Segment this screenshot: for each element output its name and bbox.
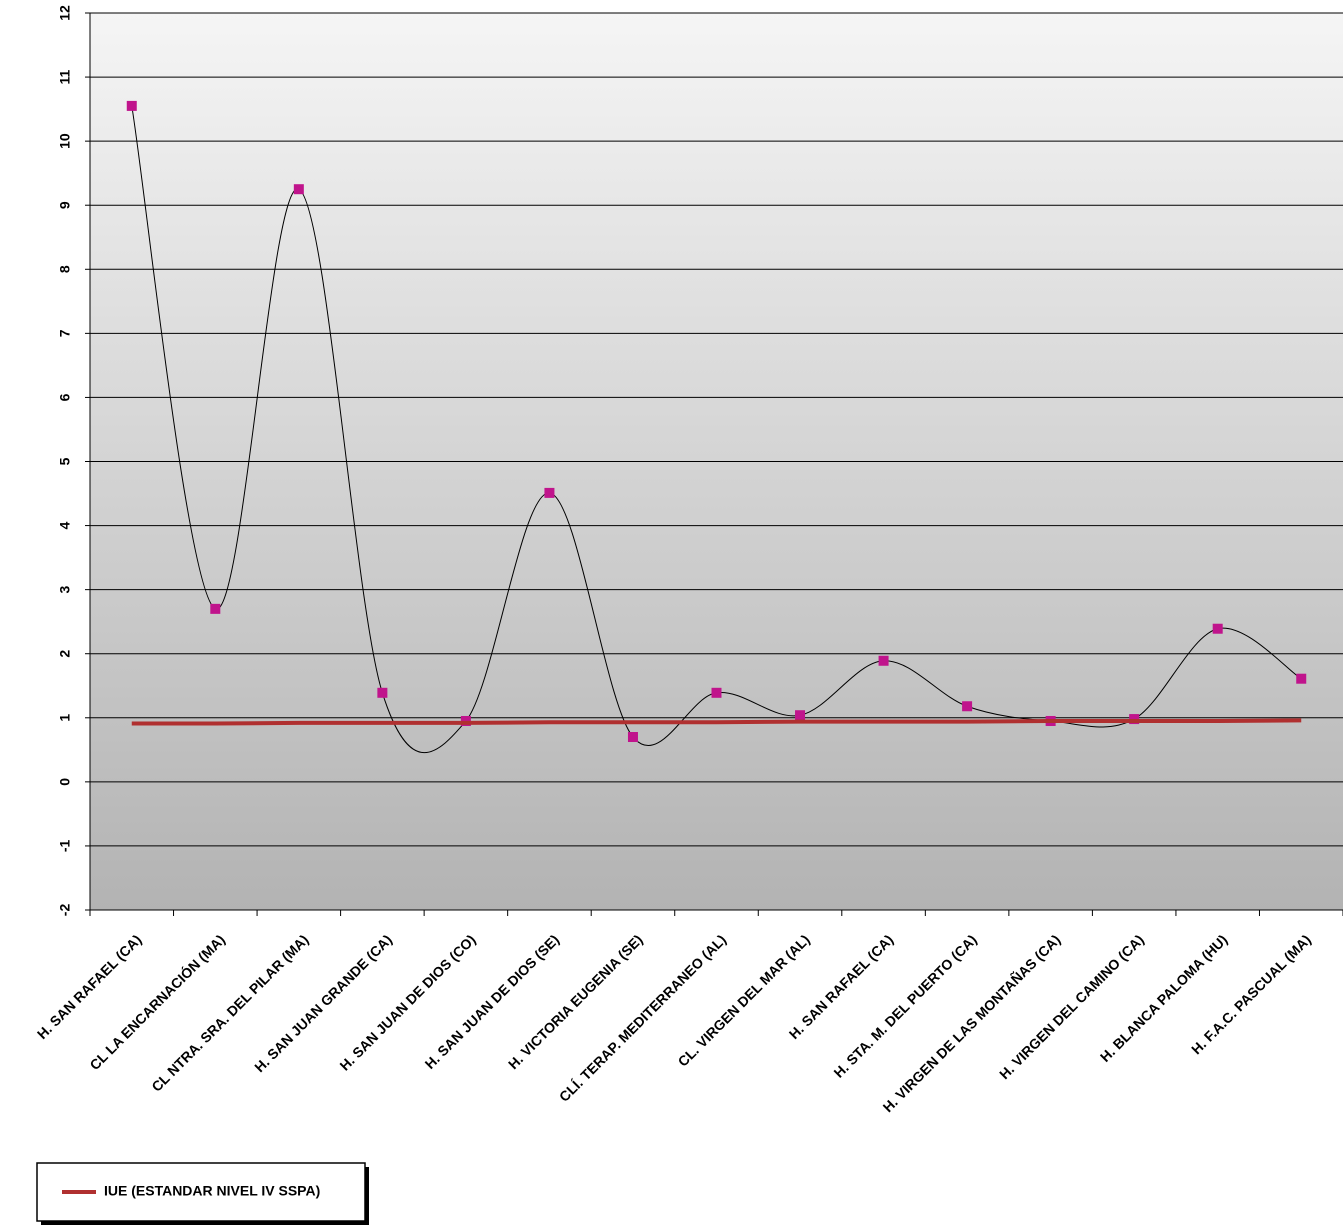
y-tick-label: 8 bbox=[57, 265, 73, 273]
x-tick-label: H. SAN JUAN DE DIOS (SE) bbox=[422, 931, 563, 1072]
y-tick-label: 2 bbox=[57, 650, 73, 658]
x-tick-label: CLÍ. TERAP. MEDITERRANEO (AL) bbox=[556, 931, 729, 1104]
x-tick-label: H. STA. M. DEL PUERTO (CA) bbox=[830, 931, 979, 1080]
series-line bbox=[131, 718, 1302, 726]
y-tick-label: 4 bbox=[57, 521, 73, 529]
x-tick-label: H. SAN JUAN DE DIOS (CO) bbox=[336, 931, 478, 1073]
y-tick-label: 10 bbox=[57, 133, 73, 149]
y-tick-label: -2 bbox=[57, 904, 73, 917]
marker bbox=[1296, 673, 1307, 684]
x-tick-label: H. VICTORIA EUGENIA (SE) bbox=[505, 931, 646, 1072]
marker bbox=[126, 100, 137, 111]
y-tick-label: 5 bbox=[57, 457, 73, 465]
y-tick-label: 11 bbox=[57, 69, 73, 84]
marker bbox=[293, 184, 304, 195]
marker bbox=[711, 687, 722, 698]
y-tick-label: 7 bbox=[57, 329, 73, 337]
marker bbox=[210, 603, 221, 614]
x-tick-label: H. VIRGEN DEL CAMINO (CA) bbox=[996, 931, 1147, 1082]
marker bbox=[878, 655, 889, 666]
y-tick-label: 1 bbox=[57, 714, 73, 722]
marker bbox=[544, 487, 555, 498]
y-tick-label: 6 bbox=[57, 393, 73, 401]
x-tick-label: H. SAN JUAN GRANDE (CA) bbox=[251, 931, 395, 1075]
x-tick-label: CL NTRA. SRA. DEL PILAR (MA) bbox=[148, 931, 311, 1094]
x-tick-label: CL. VIRGEN DEL MAR (AL) bbox=[675, 931, 813, 1069]
y-tick-label: 3 bbox=[57, 586, 73, 594]
marker bbox=[962, 701, 973, 712]
marker bbox=[795, 710, 806, 721]
legend-label: IUE (ESTANDAR NIVEL IV SSPA) bbox=[104, 1183, 320, 1199]
marker bbox=[1212, 623, 1223, 634]
y-tick-label: 9 bbox=[57, 201, 73, 209]
marker bbox=[377, 687, 388, 698]
y-tick-label: 12 bbox=[57, 5, 73, 21]
x-tick-label: CL LA ENCARNACIÓN (MA) bbox=[86, 931, 228, 1073]
y-tick-label: -1 bbox=[57, 839, 73, 852]
x-tick-label: H. VIRGEN DE LAS MONTAÑAS (CA) bbox=[879, 931, 1064, 1116]
legend: IUE (ESTANDAR NIVEL IV SSPA) bbox=[36, 1162, 369, 1225]
marker bbox=[627, 732, 638, 743]
y-tick-label: 0 bbox=[57, 778, 73, 786]
